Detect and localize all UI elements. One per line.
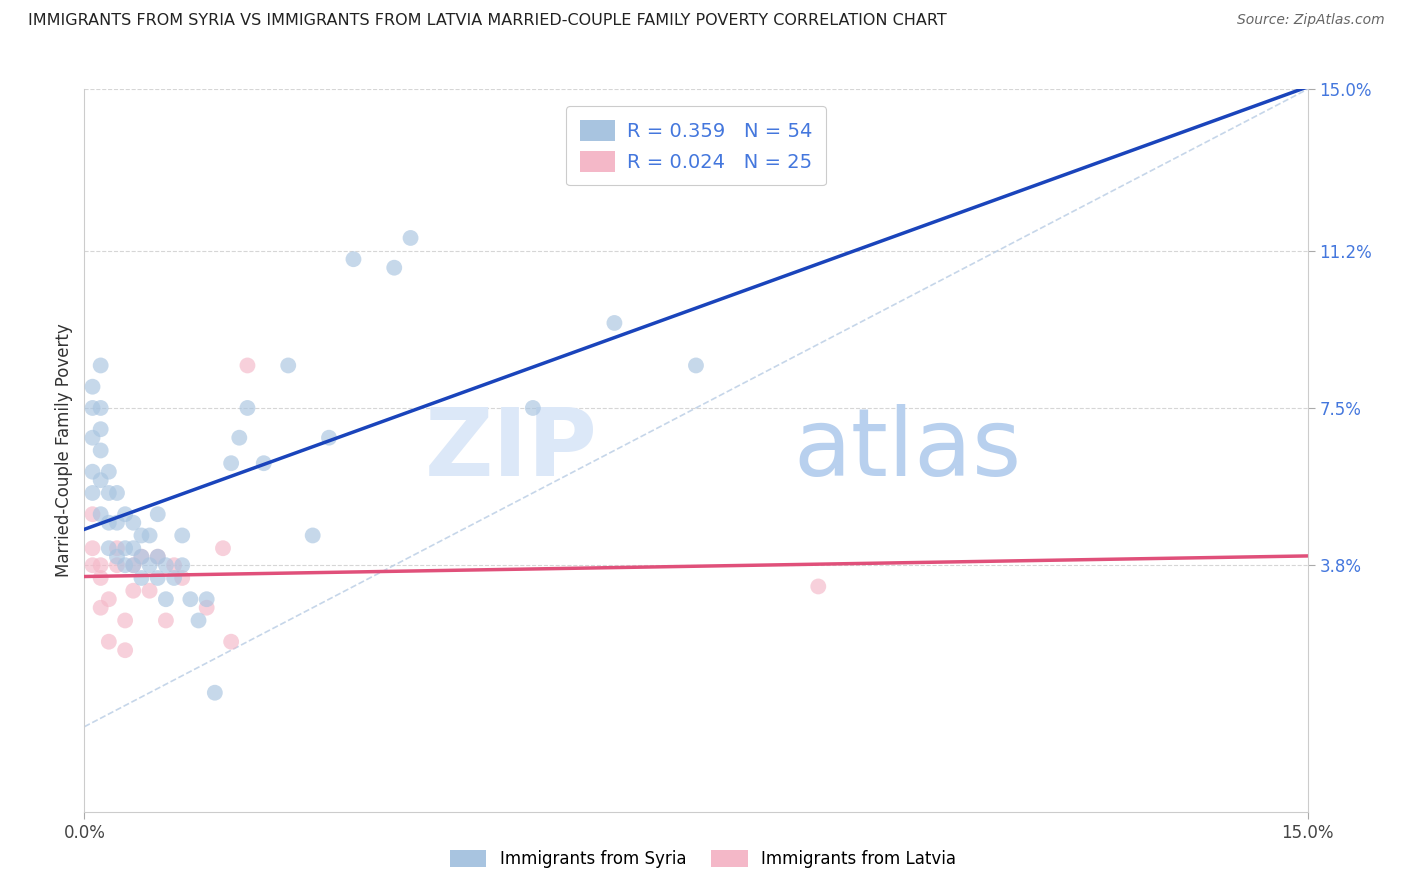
Point: [97, 486, 120, 500]
Point: [90, 473, 112, 487]
Point: [318, 431, 340, 445]
Point: [807, 579, 830, 593]
Point: [685, 359, 707, 373]
Point: [82, 507, 104, 521]
Point: [114, 558, 136, 573]
Point: [301, 528, 323, 542]
Point: [522, 401, 544, 415]
Point: [138, 558, 160, 573]
Point: [195, 592, 218, 607]
Legend: Immigrants from Syria, Immigrants from Latvia: Immigrants from Syria, Immigrants from L…: [443, 843, 963, 875]
Point: [146, 549, 169, 564]
Point: [82, 558, 104, 573]
Point: [212, 541, 235, 556]
Point: [204, 686, 226, 700]
Point: [90, 422, 112, 436]
Point: [82, 401, 104, 415]
Point: [138, 583, 160, 598]
Point: [172, 528, 194, 542]
Point: [236, 401, 259, 415]
Point: [114, 541, 136, 556]
Point: [155, 614, 177, 628]
Point: [82, 380, 104, 394]
Point: [97, 541, 120, 556]
Point: [172, 571, 194, 585]
Y-axis label: Married-Couple Family Poverty: Married-Couple Family Poverty: [55, 324, 73, 577]
Point: [90, 571, 112, 585]
Point: [228, 431, 250, 445]
Point: [219, 634, 242, 648]
Point: [131, 549, 153, 564]
Point: [187, 614, 209, 628]
Point: [97, 592, 120, 607]
Point: [82, 541, 104, 556]
Legend: R = 0.359   N = 54, R = 0.024   N = 25: R = 0.359 N = 54, R = 0.024 N = 25: [567, 106, 825, 186]
Point: [105, 486, 128, 500]
Point: [90, 401, 112, 415]
Point: [146, 549, 169, 564]
Point: [90, 507, 112, 521]
Point: [146, 507, 169, 521]
Point: [97, 516, 120, 530]
Point: [90, 558, 112, 573]
Point: [97, 465, 120, 479]
Point: [277, 359, 299, 373]
Point: [219, 456, 242, 470]
Point: [114, 643, 136, 657]
Point: [105, 558, 128, 573]
Point: [105, 541, 128, 556]
Point: [195, 600, 218, 615]
Point: [253, 456, 276, 470]
Point: [155, 592, 177, 607]
Point: [82, 465, 104, 479]
Point: [163, 571, 186, 585]
Point: [131, 571, 153, 585]
Point: [155, 558, 177, 573]
Point: [97, 634, 120, 648]
Point: [105, 549, 128, 564]
Point: [146, 571, 169, 585]
Text: IMMIGRANTS FROM SYRIA VS IMMIGRANTS FROM LATVIA MARRIED-COUPLE FAMILY POVERTY CO: IMMIGRANTS FROM SYRIA VS IMMIGRANTS FROM…: [28, 13, 946, 29]
Point: [122, 583, 145, 598]
Point: [105, 516, 128, 530]
Text: Source: ZipAtlas.com: Source: ZipAtlas.com: [1237, 13, 1385, 28]
Point: [236, 359, 259, 373]
Point: [114, 614, 136, 628]
Point: [90, 359, 112, 373]
Point: [382, 260, 405, 275]
Point: [179, 592, 201, 607]
Point: [342, 252, 364, 267]
Point: [82, 486, 104, 500]
Point: [90, 600, 112, 615]
Point: [131, 528, 153, 542]
Point: [138, 528, 160, 542]
Point: [603, 316, 626, 330]
Point: [90, 443, 112, 458]
Point: [163, 558, 186, 573]
Text: ZIP: ZIP: [425, 404, 598, 497]
Point: [122, 516, 145, 530]
Point: [122, 541, 145, 556]
Point: [122, 558, 145, 573]
Point: [399, 231, 422, 245]
Point: [122, 558, 145, 573]
Point: [131, 549, 153, 564]
Point: [114, 507, 136, 521]
Point: [82, 431, 104, 445]
Text: atlas: atlas: [794, 404, 1022, 497]
Point: [172, 558, 194, 573]
